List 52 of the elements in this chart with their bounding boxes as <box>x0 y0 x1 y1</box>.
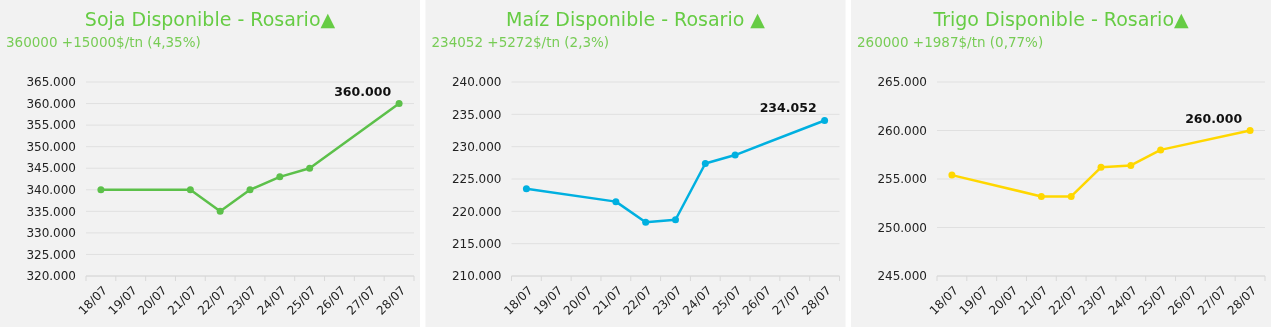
point <box>246 186 254 194</box>
point <box>395 100 403 108</box>
point <box>186 186 194 194</box>
y-tick-label: 245.000 <box>877 269 927 284</box>
point <box>1246 127 1254 134</box>
y-tick-label: 220.000 <box>451 204 502 219</box>
point <box>1067 192 1075 200</box>
y-tick-label: 335.000 <box>26 204 76 219</box>
y-tick-label: 215.000 <box>451 236 502 251</box>
chart-subtitle: 360000 +15000$/tn (4,35%) <box>6 34 201 50</box>
data-label: 260.000 <box>1185 110 1243 126</box>
chart-subtitle: 260000 +1987$/tn (0,77%) <box>857 34 1044 50</box>
y-tick-label: 325.000 <box>26 247 76 262</box>
point <box>731 151 739 159</box>
point <box>612 198 620 206</box>
y-tick-label: 360.000 <box>26 96 76 111</box>
y-tick-label: 365.000 <box>26 75 76 90</box>
point <box>1157 146 1165 154</box>
chart-title: Maíz Disponible - Rosario ▲ <box>506 8 766 30</box>
y-tick-label: 210.000 <box>451 269 502 284</box>
point <box>216 207 224 215</box>
point <box>701 159 709 167</box>
point <box>948 171 956 179</box>
y-tick-label: 345.000 <box>26 161 76 176</box>
y-tick-label: 225.000 <box>451 172 502 187</box>
point <box>1037 192 1045 200</box>
y-tick-label: 230.000 <box>451 139 502 154</box>
y-tick-label: 350.000 <box>26 139 76 154</box>
data-label: 234.052 <box>759 100 817 116</box>
point <box>1127 161 1135 169</box>
chart-title: Soja Disponible - Rosario▲ <box>84 8 336 30</box>
point <box>97 186 105 194</box>
y-tick-label: 240.000 <box>451 75 502 90</box>
data-label: 360.000 <box>334 83 392 99</box>
chart-title: Trigo Disponible - Rosario▲ <box>932 8 1190 30</box>
y-tick-label: 265.000 <box>877 75 927 90</box>
y-tick-label: 340.000 <box>26 182 76 197</box>
y-tick-label: 260.000 <box>877 123 927 138</box>
point <box>306 164 314 172</box>
y-tick-label: 320.000 <box>26 269 76 284</box>
y-tick-label: 235.000 <box>451 107 502 122</box>
point <box>642 218 650 226</box>
point <box>1097 163 1105 171</box>
point <box>522 185 530 193</box>
y-tick-label: 250.000 <box>877 220 927 235</box>
point <box>276 173 284 181</box>
y-tick-label: 330.000 <box>26 226 76 241</box>
chart-subtitle: 234052 +5272$/tn (2,3%) <box>431 34 610 50</box>
y-tick-label: 355.000 <box>26 118 76 133</box>
y-tick-label: 255.000 <box>877 172 927 187</box>
point <box>672 216 679 224</box>
point <box>821 116 829 124</box>
